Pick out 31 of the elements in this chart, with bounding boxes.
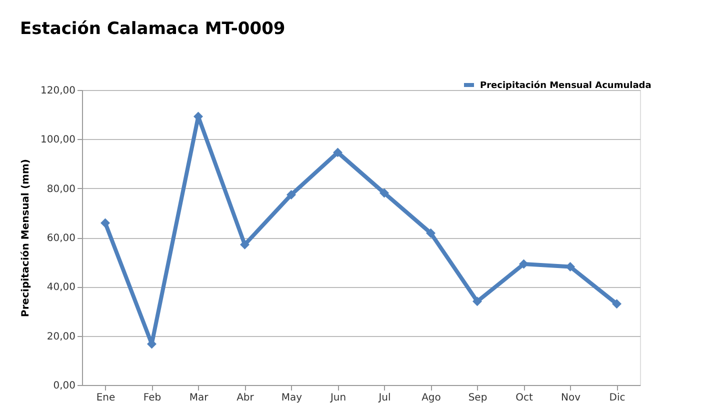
point (286, 190, 296, 200)
x-tick-label: Dic (609, 392, 626, 404)
y-tick-label: 80,00 (46, 184, 76, 195)
chart-title: Estación Calamaca MT-0009 (20, 19, 286, 39)
point (380, 188, 389, 198)
x-tick-label: Feb (143, 392, 162, 404)
point (472, 296, 482, 306)
x-tick-label: Nov (560, 392, 581, 404)
x-tick-label: Jul (378, 392, 391, 404)
x-tick-label: Mar (189, 392, 210, 404)
point (240, 240, 250, 250)
y-axis-title: Precipitación Mensual (mm) (20, 159, 32, 317)
point (100, 218, 110, 228)
x-tick-label: Ago (422, 392, 441, 404)
y-tick-label: 0,00 (53, 380, 76, 392)
point (333, 148, 342, 158)
y-tick-label: 120,00 (40, 86, 76, 96)
point (519, 259, 528, 269)
y-tick-label: 100,00 (40, 134, 76, 146)
x-tick-label: Sep (468, 392, 488, 404)
y-tick-label: 60,00 (46, 233, 76, 244)
point (426, 228, 436, 238)
legend-label: Precipitación Mensual Acumulada (480, 80, 652, 91)
x-tick-label: Ene (96, 392, 116, 404)
y-tick-label: 20,00 (46, 331, 76, 342)
x-tick-label: Oct (516, 392, 533, 404)
x-tick-label: May (281, 392, 302, 404)
point (612, 299, 622, 309)
x-tick-label: Abr (236, 392, 255, 404)
x-tick-label: Jun (329, 392, 346, 404)
y-tick-label: 40,00 (46, 282, 76, 294)
